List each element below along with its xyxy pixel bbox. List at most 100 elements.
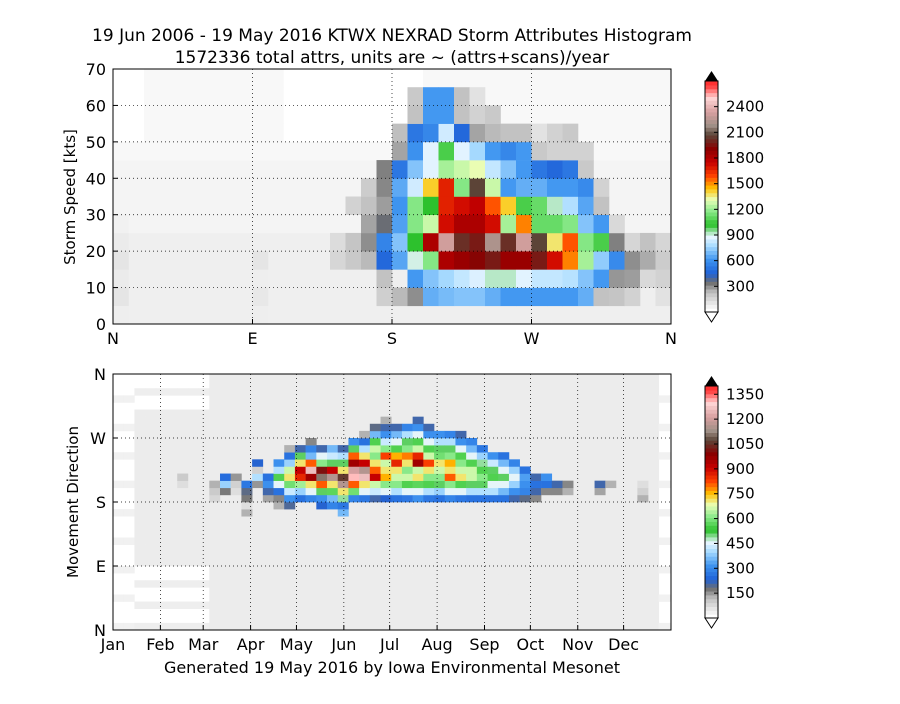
- heatmap-cell: [487, 587, 499, 595]
- heatmap-cell: [230, 608, 242, 617]
- heatmap-cell: [294, 537, 306, 545]
- heatmap-cell: [144, 178, 160, 197]
- colorbar-segment: [705, 494, 718, 499]
- colorbar-segment: [705, 100, 718, 105]
- heatmap-cell: [284, 480, 296, 489]
- heatmap-cell: [262, 395, 274, 403]
- heatmap-cell: [573, 480, 585, 489]
- heatmap-cell: [551, 487, 563, 496]
- heatmap-cell: [230, 381, 242, 389]
- heatmap-cell: [284, 466, 296, 474]
- heatmap-cell: [345, 196, 362, 216]
- heatmap-cell: [648, 516, 660, 524]
- heatmap-cell: [655, 178, 672, 197]
- heatmap-cell: [573, 509, 585, 517]
- heatmap-cell: [305, 459, 317, 467]
- heatmap-cell: [530, 402, 542, 410]
- heatmap-cell: [407, 141, 424, 161]
- heatmap-cell: [573, 374, 585, 382]
- heatmap-cell: [530, 459, 542, 467]
- heatmap-cell: [166, 487, 178, 496]
- heatmap-cell: [237, 178, 253, 197]
- heatmap-cell: [284, 487, 296, 496]
- heatmap-cell: [144, 214, 160, 234]
- heatmap-cell: [220, 381, 232, 389]
- heatmap-cell: [198, 509, 210, 517]
- colorbar-segment: [705, 444, 718, 449]
- colorbar-segment: [705, 563, 718, 569]
- heatmap-cell: [498, 558, 510, 567]
- heatmap-cell: [187, 452, 199, 460]
- heatmap-cell: [455, 416, 467, 425]
- heatmap-cell: [337, 480, 349, 489]
- colorbar-segment: [705, 502, 718, 507]
- heatmap-cell: [605, 558, 617, 567]
- heatmap-cell: [476, 466, 488, 474]
- heatmap-cell: [380, 594, 392, 602]
- heatmap-cell: [476, 374, 488, 382]
- heatmap-cell: [605, 438, 617, 446]
- heatmap-cell: [434, 594, 446, 602]
- heatmap-cell: [327, 580, 339, 588]
- heatmap-cell: [159, 160, 176, 179]
- heatmap-cell: [369, 416, 381, 425]
- heatmap-cell: [583, 587, 595, 595]
- colorbar-segment: [705, 134, 718, 140]
- heatmap-cell: [637, 608, 649, 617]
- heatmap-cell: [337, 466, 349, 474]
- heatmap-cell: [159, 196, 176, 216]
- heatmap-cell: [455, 523, 467, 531]
- heatmap-cell: [144, 69, 160, 88]
- heatmap-cell: [380, 423, 392, 432]
- heatmap-cell: [348, 402, 360, 410]
- colorbar-segment: [705, 292, 718, 298]
- heatmap-cell: [316, 430, 328, 439]
- heatmap-cell: [380, 402, 392, 410]
- heatmap-cell: [391, 452, 403, 460]
- heatmap-cell: [551, 580, 563, 588]
- heatmap-cell: [508, 473, 520, 481]
- heatmap-cell: [401, 452, 413, 460]
- heatmap-cell: [284, 445, 296, 453]
- heatmap-cell: [615, 594, 627, 602]
- heatmap-cell: [500, 69, 517, 88]
- heatmap-cell: [316, 452, 328, 460]
- heatmap-cell: [134, 494, 146, 503]
- heatmap-cell: [113, 287, 129, 307]
- heatmap-cell: [423, 601, 435, 609]
- heatmap-cell: [252, 105, 269, 124]
- heatmap-cell: [316, 573, 328, 581]
- heatmap-cell: [485, 251, 501, 270]
- heatmap-cell: [615, 587, 627, 595]
- heatmap-cell: [314, 251, 331, 270]
- heatmap-cell: [145, 409, 157, 417]
- colorbar-segment: [705, 420, 718, 426]
- heatmap-cell: [391, 502, 403, 510]
- heatmap-cell: [498, 487, 510, 496]
- heatmap-cell: [284, 537, 296, 545]
- heatmap-cell: [220, 615, 232, 624]
- heatmap-cell: [252, 523, 264, 531]
- heatmap-cell: [605, 544, 617, 553]
- heatmap-cell: [198, 544, 210, 553]
- heatmap-cell: [455, 487, 467, 496]
- heatmap-cell: [220, 494, 232, 503]
- heatmap-cell: [624, 178, 641, 197]
- colorbar-segment: [705, 127, 718, 132]
- heatmap-cell: [519, 480, 531, 489]
- heatmap-cell: [252, 423, 264, 432]
- heatmap-cell: [401, 558, 413, 567]
- heatmap-cell: [412, 374, 424, 382]
- heatmap-cell: [531, 69, 548, 88]
- heatmap-cell: [273, 487, 285, 496]
- heatmap-cell: [438, 105, 455, 124]
- heatmap-cell: [284, 601, 296, 609]
- heatmap-cell: [487, 395, 499, 403]
- heatmap-cell: [438, 214, 455, 234]
- y-tick-label: 50: [86, 133, 106, 152]
- heatmap-cell: [314, 232, 331, 252]
- heatmap-cell: [369, 594, 381, 602]
- heatmap-cell: [128, 269, 145, 288]
- x-tick-label: Mar: [188, 635, 219, 654]
- heatmap-cell: [262, 516, 274, 524]
